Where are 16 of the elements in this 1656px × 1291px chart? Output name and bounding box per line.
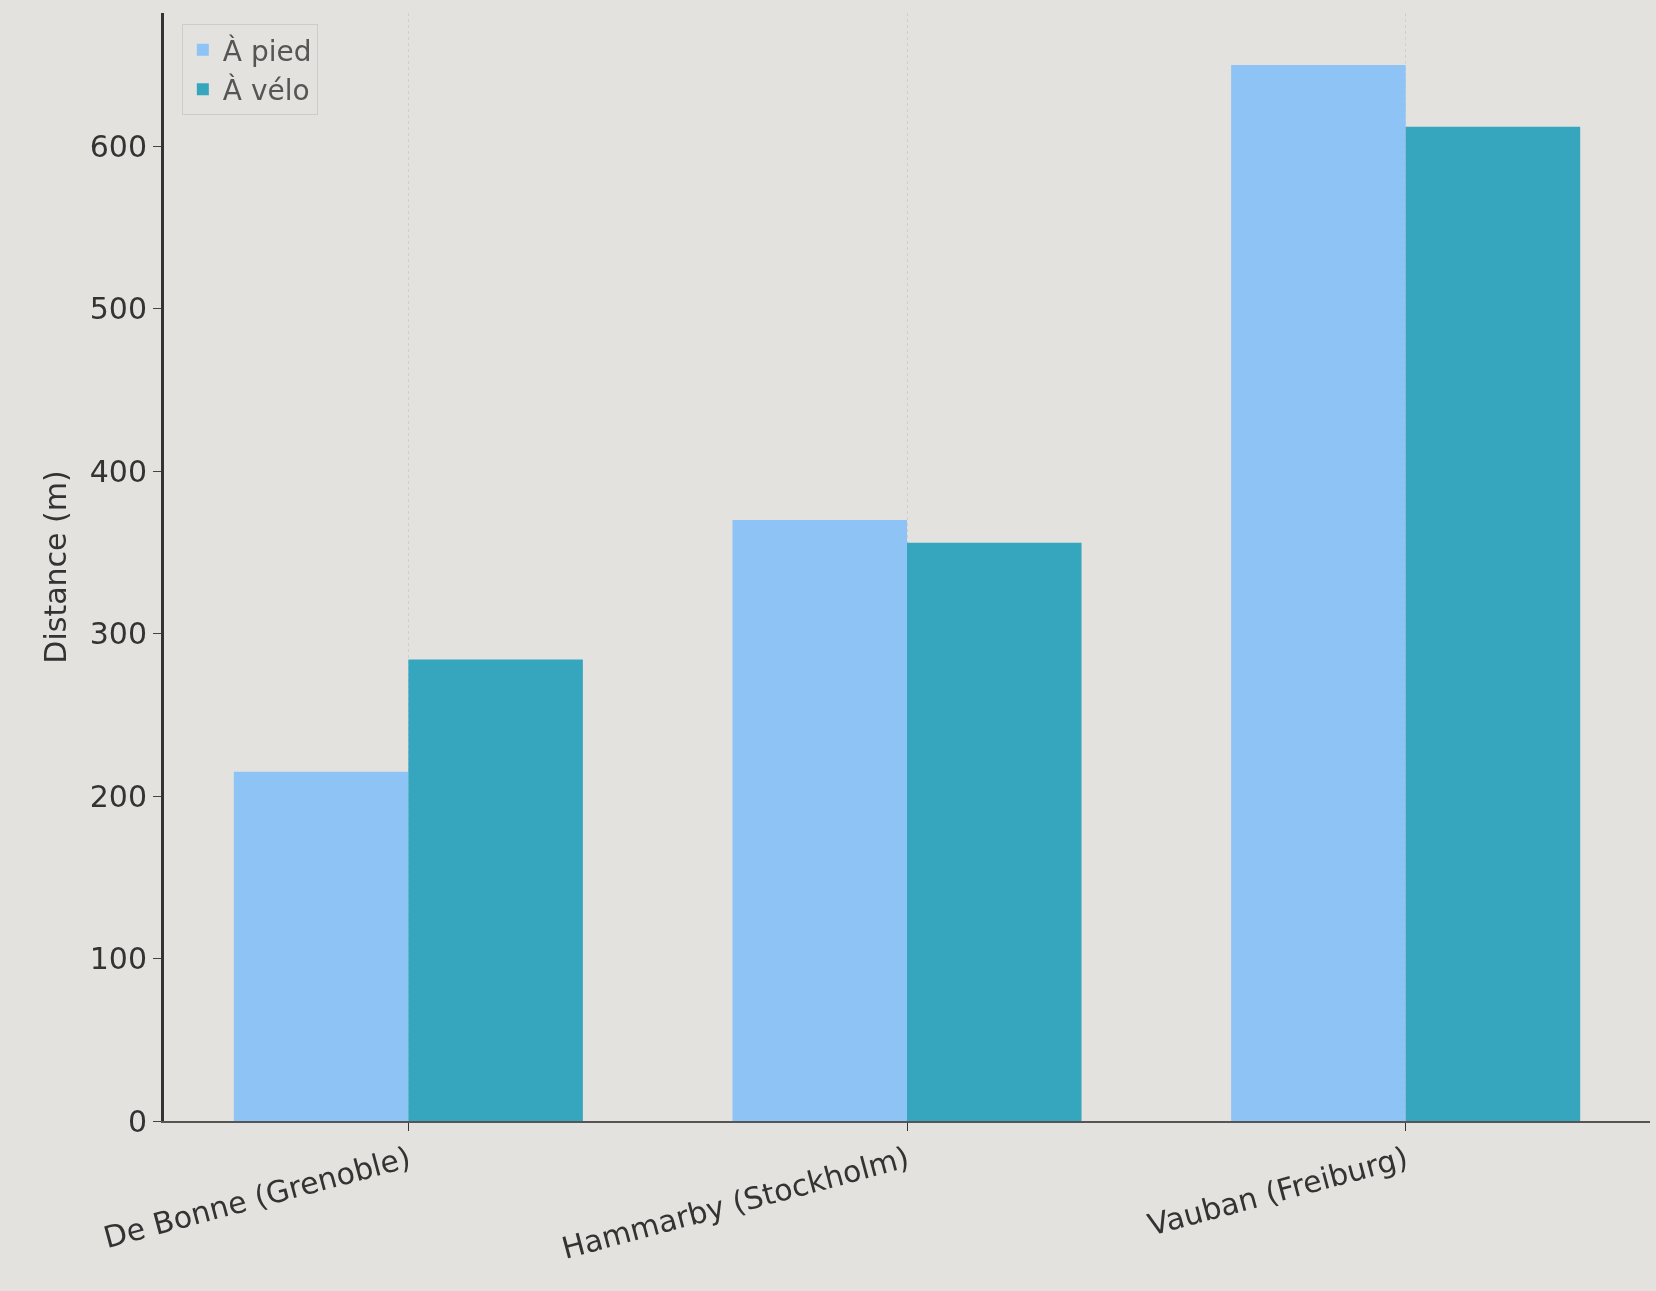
bar bbox=[408, 659, 583, 1121]
legend-label: À vélo bbox=[222, 73, 310, 108]
y-tick-label: 300 bbox=[89, 616, 147, 652]
bar bbox=[233, 771, 409, 1121]
bar bbox=[1405, 126, 1581, 1121]
y-tick-label: 100 bbox=[89, 941, 147, 977]
bar bbox=[907, 542, 1082, 1121]
y-tick-label: 600 bbox=[89, 128, 147, 164]
y-tick-label: 200 bbox=[89, 778, 147, 814]
y-axis-title: Distance (m) bbox=[37, 470, 73, 664]
y-tick-label: 0 bbox=[127, 1103, 147, 1139]
bar bbox=[1231, 64, 1406, 1121]
bar bbox=[732, 519, 907, 1121]
y-tick-label: 500 bbox=[89, 291, 147, 327]
legend-label: À pied bbox=[222, 33, 312, 68]
y-tick-label: 400 bbox=[89, 453, 147, 489]
